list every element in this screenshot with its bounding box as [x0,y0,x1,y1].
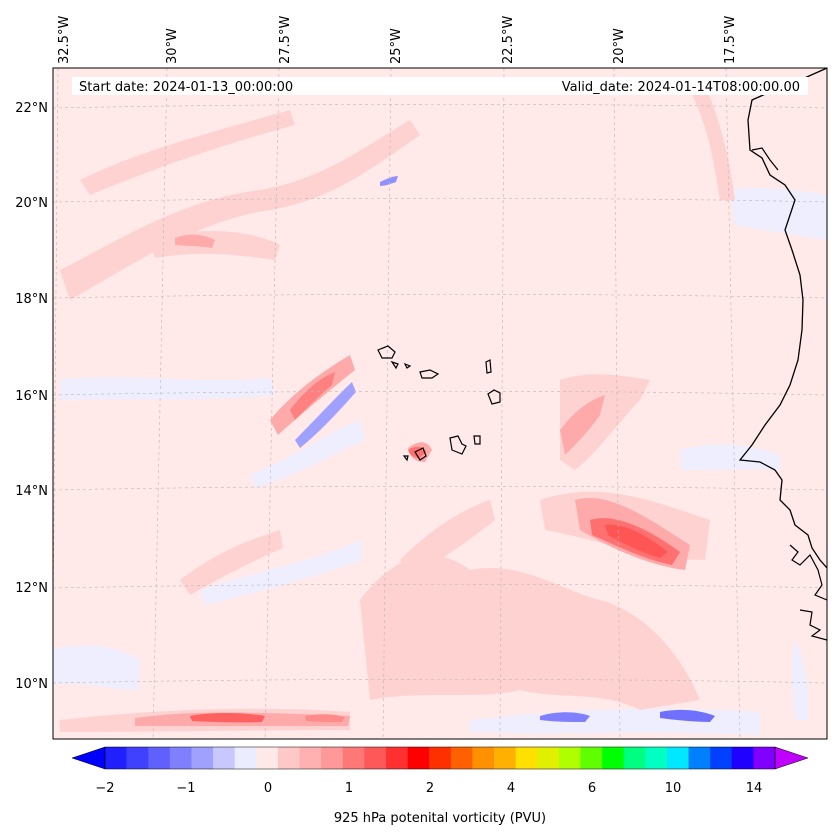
colorbar-cell [710,747,733,769]
colorbar-cell [169,747,192,769]
colorbar-cell [407,747,430,769]
cb-tick-label: 10 [665,781,682,796]
longitude-labels: 32.5°W 30°W 27.5°W 25°W 22.5°W 20°W 17.5… [57,16,738,64]
lat-label: 18°N [15,292,48,307]
colorbar-cell [537,747,560,769]
cb-tick-label: −1 [176,781,195,796]
lon-label: 22.5°W [501,16,516,64]
colorbar-label: 925 hPa potenital vorticity (PVU) [334,811,546,826]
lon-label: 25°W [389,28,404,64]
latitude-labels: 22°N 20°N 18°N 16°N 14°N 12°N 10°N [15,101,48,692]
colorbar-cell [364,747,387,769]
map-frame [52,67,828,740]
colorbar-cell [472,747,495,769]
colorbar-ticks: −2 −1 0 1 2 4 6 10 14 [95,781,762,796]
lon-label: 32.5°W [57,16,72,64]
lat-label: 10°N [15,677,48,692]
colorbar-max-arrow [774,746,809,770]
coastline-gulf [789,544,827,641]
cape-verde-islands [377,345,501,462]
colorbar-cell [429,747,452,769]
lon-label: 20°W [612,28,627,64]
map-panel: Start date: 2024-01-13_00:00:00 Valid_da… [53,68,827,739]
colorbar-cell [321,747,344,769]
strong-positive-pv-fields [190,372,680,723]
colorbar-cell [126,747,149,769]
graticule [53,68,827,739]
lat-label: 20°N [15,196,48,211]
colorbar-cell [234,747,257,769]
colorbar-cell [256,747,279,769]
colorbar-cell [213,747,235,769]
colorbar: −2 −1 0 1 2 4 6 10 14 925 hPa potenital … [71,746,809,826]
lat-label: 14°N [15,484,48,499]
colorbar-cell [342,747,365,769]
colorbar-cell [105,747,127,769]
cb-tick-label: 14 [746,781,763,796]
date-banner [72,77,808,95]
colorbar-cell [580,747,603,769]
colorbar-cell [645,747,668,769]
coastline-north [751,147,779,171]
cb-tick-label: 4 [507,781,515,796]
cb-tick-label: −2 [95,781,114,796]
colorbar-cell [299,747,322,769]
cb-tick-label: 2 [426,781,434,796]
lon-label: 27.5°W [278,16,293,64]
african-coastline [738,68,827,569]
colorbar-cells [105,747,776,769]
colorbar-cell [731,747,754,769]
strong-negative-pv-fields [295,176,715,722]
colorbar-cell [191,747,214,769]
colorbar-cell [753,747,776,769]
cb-tick-label: 0 [264,781,272,796]
colorbar-cell [450,747,473,769]
colorbar-cell [277,747,300,769]
start-date-label: Start date: 2024-01-13_00:00:00 [79,80,293,95]
cb-tick-label: 6 [588,781,596,796]
colorbar-min-arrow [71,746,106,770]
lat-label: 22°N [15,101,48,116]
cb-tick-label: 1 [345,781,353,796]
lat-label: 16°N [15,389,48,404]
colorbar-cell [494,747,516,769]
colorbar-cell [602,747,625,769]
colorbar-cell [385,747,408,769]
lon-label: 30°W [165,28,180,64]
colorbar-cell [623,747,646,769]
valid-date-label: Valid_date: 2024-01-14T08:00:00.00 [562,80,800,95]
colorbar-cell [515,747,538,769]
lon-label: 17.5°W [723,16,738,64]
colorbar-cell [148,747,171,769]
colorbar-frame [104,746,776,770]
colorbar-cell [666,747,689,769]
colorbar-cell [558,747,581,769]
lat-label: 12°N [15,581,48,596]
colorbar-cell [688,747,711,769]
